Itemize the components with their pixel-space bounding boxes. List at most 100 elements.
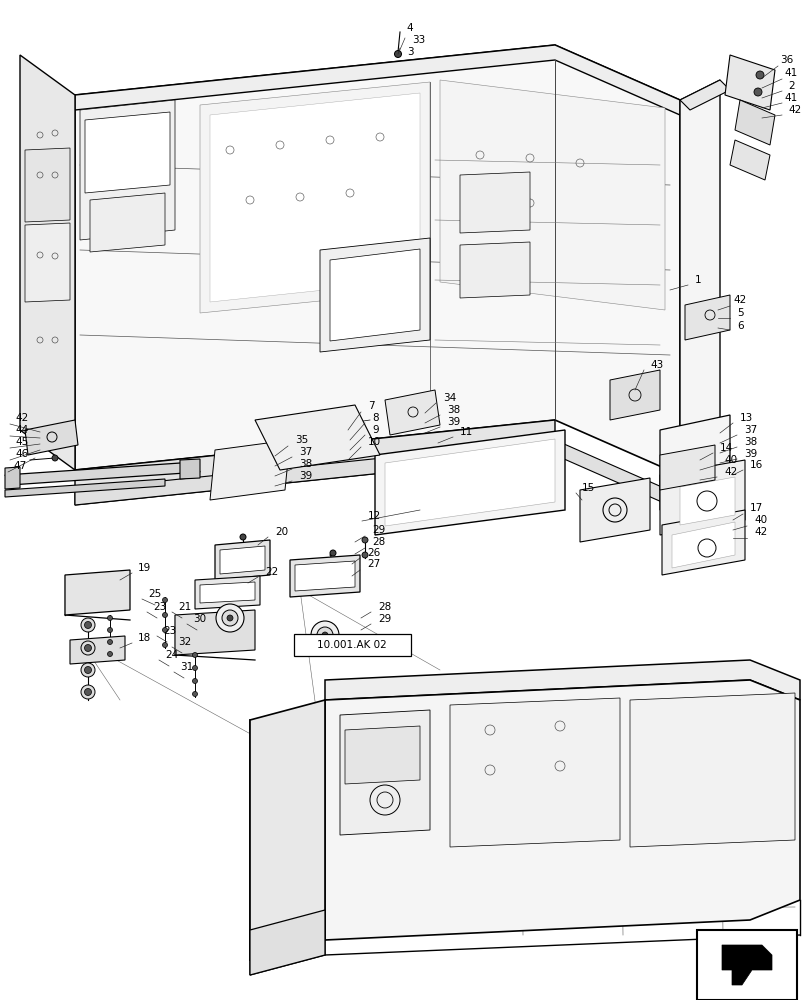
- Polygon shape: [85, 112, 169, 193]
- Polygon shape: [679, 477, 734, 525]
- Text: 41: 41: [783, 68, 796, 78]
- Polygon shape: [672, 522, 734, 568]
- Text: 16: 16: [749, 460, 762, 470]
- Polygon shape: [684, 295, 729, 340]
- Text: 18: 18: [138, 633, 151, 643]
- Polygon shape: [324, 680, 799, 940]
- Circle shape: [311, 621, 338, 649]
- Text: 42: 42: [732, 295, 745, 305]
- Text: 24: 24: [165, 650, 178, 660]
- Text: 10.001.AK 02: 10.001.AK 02: [317, 640, 386, 650]
- Polygon shape: [375, 430, 564, 535]
- Polygon shape: [215, 540, 270, 580]
- Text: 42: 42: [15, 413, 28, 423]
- Polygon shape: [460, 242, 530, 298]
- Text: 19: 19: [138, 563, 151, 573]
- Text: 11: 11: [460, 427, 473, 437]
- Circle shape: [81, 618, 95, 632]
- Text: 32: 32: [178, 637, 191, 647]
- Circle shape: [192, 652, 197, 658]
- Polygon shape: [679, 80, 729, 110]
- Text: 2: 2: [787, 81, 794, 91]
- Text: 25: 25: [148, 589, 161, 599]
- Polygon shape: [70, 636, 125, 664]
- Circle shape: [227, 615, 233, 621]
- Circle shape: [696, 491, 716, 511]
- Text: 27: 27: [367, 559, 380, 569]
- Polygon shape: [721, 945, 771, 985]
- Polygon shape: [609, 370, 659, 420]
- Polygon shape: [661, 510, 744, 575]
- Circle shape: [107, 628, 113, 632]
- Polygon shape: [75, 420, 554, 505]
- Text: 37: 37: [298, 447, 312, 457]
- Text: 31: 31: [180, 662, 193, 672]
- Circle shape: [221, 610, 238, 626]
- Polygon shape: [384, 390, 440, 435]
- Text: 38: 38: [446, 405, 460, 415]
- Text: 28: 28: [378, 602, 391, 612]
- Circle shape: [697, 539, 715, 557]
- Text: 12: 12: [367, 511, 381, 521]
- Polygon shape: [200, 82, 430, 313]
- FancyBboxPatch shape: [294, 634, 410, 656]
- Text: 38: 38: [298, 459, 312, 469]
- Polygon shape: [5, 462, 200, 485]
- Text: 29: 29: [378, 614, 391, 624]
- Polygon shape: [5, 467, 20, 489]
- Polygon shape: [659, 445, 714, 490]
- Polygon shape: [320, 238, 430, 352]
- Text: 46: 46: [15, 449, 28, 459]
- Text: 35: 35: [294, 435, 308, 445]
- Text: 40: 40: [753, 515, 766, 525]
- Polygon shape: [579, 478, 649, 542]
- Text: 22: 22: [264, 567, 278, 577]
- Polygon shape: [294, 561, 354, 591]
- Text: 5: 5: [736, 308, 743, 318]
- Text: 40: 40: [723, 455, 736, 465]
- Circle shape: [162, 642, 167, 648]
- Circle shape: [81, 685, 95, 699]
- Polygon shape: [180, 459, 200, 479]
- Polygon shape: [440, 80, 664, 310]
- Circle shape: [84, 644, 92, 652]
- Polygon shape: [449, 698, 620, 847]
- Polygon shape: [90, 193, 165, 252]
- Text: 21: 21: [178, 602, 191, 612]
- Polygon shape: [220, 546, 264, 574]
- Polygon shape: [200, 582, 255, 603]
- Polygon shape: [210, 440, 290, 500]
- Polygon shape: [629, 693, 794, 847]
- Polygon shape: [25, 420, 78, 455]
- Polygon shape: [290, 555, 359, 597]
- Polygon shape: [679, 80, 719, 440]
- Text: 4: 4: [406, 23, 412, 33]
- Polygon shape: [250, 910, 324, 975]
- Text: 10: 10: [367, 437, 380, 447]
- Polygon shape: [75, 45, 679, 475]
- Polygon shape: [175, 610, 255, 655]
- Polygon shape: [5, 479, 165, 497]
- Circle shape: [329, 550, 336, 556]
- Polygon shape: [20, 55, 75, 470]
- Circle shape: [216, 604, 243, 632]
- Polygon shape: [659, 460, 744, 535]
- Circle shape: [162, 597, 167, 602]
- Text: 29: 29: [371, 525, 384, 535]
- Circle shape: [316, 627, 333, 643]
- Text: 3: 3: [406, 47, 413, 57]
- Polygon shape: [195, 576, 260, 609]
- Text: 9: 9: [371, 425, 378, 435]
- Circle shape: [755, 71, 763, 79]
- Circle shape: [107, 652, 113, 656]
- Polygon shape: [210, 93, 419, 302]
- Circle shape: [84, 688, 92, 696]
- Text: 39: 39: [743, 449, 757, 459]
- Text: 37: 37: [743, 425, 757, 435]
- Text: 39: 39: [446, 417, 460, 427]
- Polygon shape: [324, 660, 799, 700]
- Text: 38: 38: [743, 437, 757, 447]
- Text: 39: 39: [298, 471, 312, 481]
- Circle shape: [162, 628, 167, 632]
- Circle shape: [192, 678, 197, 684]
